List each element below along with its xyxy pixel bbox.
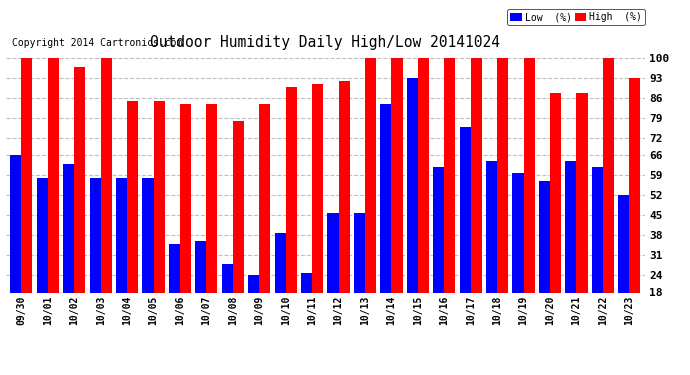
Bar: [592, 167, 603, 344]
Bar: [90, 178, 101, 344]
Bar: [10, 155, 21, 344]
Bar: [497, 58, 509, 344]
Bar: [37, 178, 48, 344]
Bar: [101, 58, 112, 344]
Bar: [206, 104, 217, 344]
Bar: [513, 172, 524, 344]
Bar: [629, 78, 640, 344]
Bar: [301, 273, 312, 344]
Bar: [565, 161, 576, 344]
Bar: [221, 264, 233, 344]
Bar: [433, 167, 444, 344]
Bar: [328, 213, 339, 344]
Bar: [275, 232, 286, 344]
Bar: [603, 58, 614, 344]
Bar: [418, 58, 429, 344]
Bar: [576, 93, 587, 344]
Bar: [169, 244, 180, 344]
Bar: [127, 101, 138, 344]
Bar: [116, 178, 127, 344]
Bar: [524, 58, 535, 344]
Bar: [233, 121, 244, 344]
Bar: [391, 58, 402, 344]
Bar: [21, 58, 32, 344]
Bar: [471, 58, 482, 344]
Bar: [154, 101, 165, 344]
Bar: [48, 58, 59, 344]
Bar: [63, 164, 75, 344]
Title: Outdoor Humidity Daily High/Low 20141024: Outdoor Humidity Daily High/Low 20141024: [150, 35, 500, 50]
Bar: [312, 84, 323, 344]
Bar: [248, 275, 259, 344]
Bar: [195, 241, 206, 344]
Bar: [550, 93, 561, 344]
Bar: [539, 181, 550, 344]
Bar: [142, 178, 154, 344]
Bar: [444, 58, 455, 344]
Bar: [486, 161, 497, 344]
Bar: [75, 67, 86, 344]
Bar: [380, 104, 391, 344]
Text: Copyright 2014 Cartronics.com: Copyright 2014 Cartronics.com: [12, 38, 182, 48]
Bar: [406, 78, 418, 344]
Bar: [339, 81, 350, 344]
Bar: [259, 104, 270, 344]
Bar: [286, 87, 297, 344]
Legend: Low  (%), High  (%): Low (%), High (%): [507, 9, 645, 25]
Bar: [365, 58, 376, 344]
Bar: [180, 104, 191, 344]
Bar: [354, 213, 365, 344]
Bar: [618, 195, 629, 344]
Bar: [460, 127, 471, 344]
